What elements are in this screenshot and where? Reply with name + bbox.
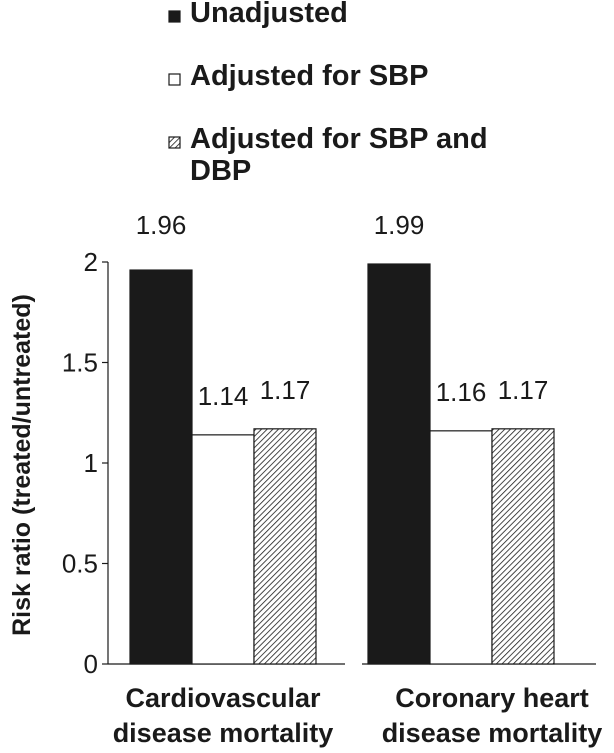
y-axis-title: Risk ratio (treated/untreated) <box>8 294 36 636</box>
category-label-coronary-heart-disease-mortality: Coronary heart disease mortality <box>382 683 603 748</box>
y-tick-label: 1.5 <box>62 348 98 378</box>
legend: Unadjusted Adjusted for SBP Adjusted for S… <box>168 0 488 187</box>
value-label: 1.96 <box>136 210 187 240</box>
bar-adjusted-for-sbp-and-dbp-coronary-heart <box>491 428 555 665</box>
bar-unadjusted-cardiovascular <box>129 269 193 665</box>
y-tick-label: 0 <box>84 649 98 679</box>
bars <box>129 263 555 665</box>
y-axis: 0 0.5 1 1.5 2 <box>62 247 109 679</box>
value-label: 1.17 <box>498 375 549 405</box>
legend-swatch-adjusted-for-sbp-and-dbp <box>168 136 181 149</box>
legend-swatch-unadjusted <box>168 10 181 23</box>
legend-swatch-adjusted-for-sbp <box>168 73 181 86</box>
legend-label-unadjusted: Unadjusted <box>190 0 348 29</box>
value-label: 1.99 <box>374 210 425 240</box>
value-labels: 1.96 1.99 1.14 1.16 1.17 1.17 <box>136 210 549 411</box>
bar-adjusted-for-sbp-cardiovascular <box>191 434 255 665</box>
legend-label-adjusted-for-sbp-and-dbp: Adjusted for SBP and DBP <box>190 123 488 187</box>
value-label: 1.17 <box>260 375 311 405</box>
bar-adjusted-for-sbp-and-dbp-cardiovascular <box>253 428 317 665</box>
y-tick-label: 2 <box>84 247 98 277</box>
bar-unadjusted-coronary-heart <box>367 263 431 665</box>
bar-adjusted-for-sbp-coronary-heart <box>429 430 493 665</box>
x-axis: Cardiovascular disease mortality Coronary … <box>108 663 603 748</box>
category-label-cardiovascular-disease-mortality: Cardiovascular disease mortality <box>113 683 334 748</box>
y-tick-label: 1 <box>84 448 98 478</box>
y-tick-label: 0.5 <box>62 549 98 579</box>
value-label: 1.16 <box>436 377 487 407</box>
legend-label-adjusted-for-sbp: Adjusted for SBP <box>190 60 428 92</box>
value-label: 1.14 <box>198 381 249 411</box>
